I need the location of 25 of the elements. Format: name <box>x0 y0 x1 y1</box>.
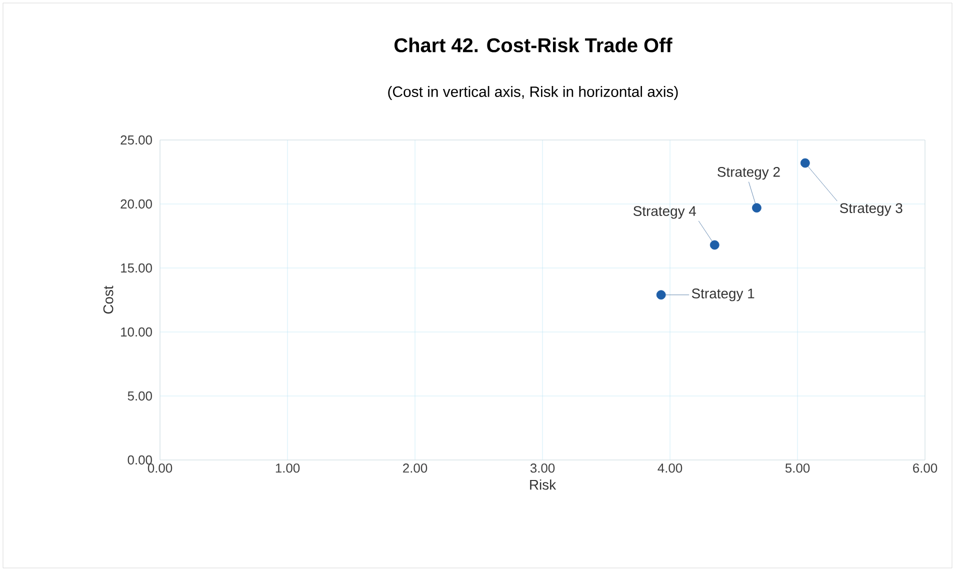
y-tick-label: 25.00 <box>120 135 152 145</box>
series-label: Strategy 4 <box>633 206 696 219</box>
x-tick-label: 3.00 <box>530 464 555 473</box>
x-axis-title: Risk <box>530 480 556 490</box>
x-tick-label: 6.00 <box>913 464 938 473</box>
point <box>800 158 810 168</box>
point <box>656 290 666 300</box>
chart-subtitle: (Cost in vertical axis, Risk in horizontal axis) <box>388 86 678 100</box>
y-tick-label: 10.00 <box>121 327 152 337</box>
text: Strategy 2 <box>718 166 780 180</box>
x-tick-label: 0.00 <box>148 464 172 473</box>
y-tick-label: 5.00 <box>128 391 152 401</box>
chart-title: Chart 42. Cost-Risk Trade Off <box>394 38 672 52</box>
y-tick-label: 20.00 <box>120 199 152 209</box>
point <box>752 203 762 213</box>
x-tick-label: 2.00 <box>403 464 428 473</box>
x-tick-label: 5.00 <box>785 464 810 473</box>
point <box>710 240 720 250</box>
y-axis-title: Cost <box>103 286 114 314</box>
y-tick-label: 15.00 <box>121 263 152 273</box>
series-label: Strategy 1 <box>692 288 754 302</box>
x-tick-label: 4.00 <box>658 464 682 473</box>
y-tick-label: 0.00 <box>128 455 152 465</box>
x-tick-label: 1.00 <box>276 464 300 473</box>
text: Strategy 3 <box>840 203 902 216</box>
